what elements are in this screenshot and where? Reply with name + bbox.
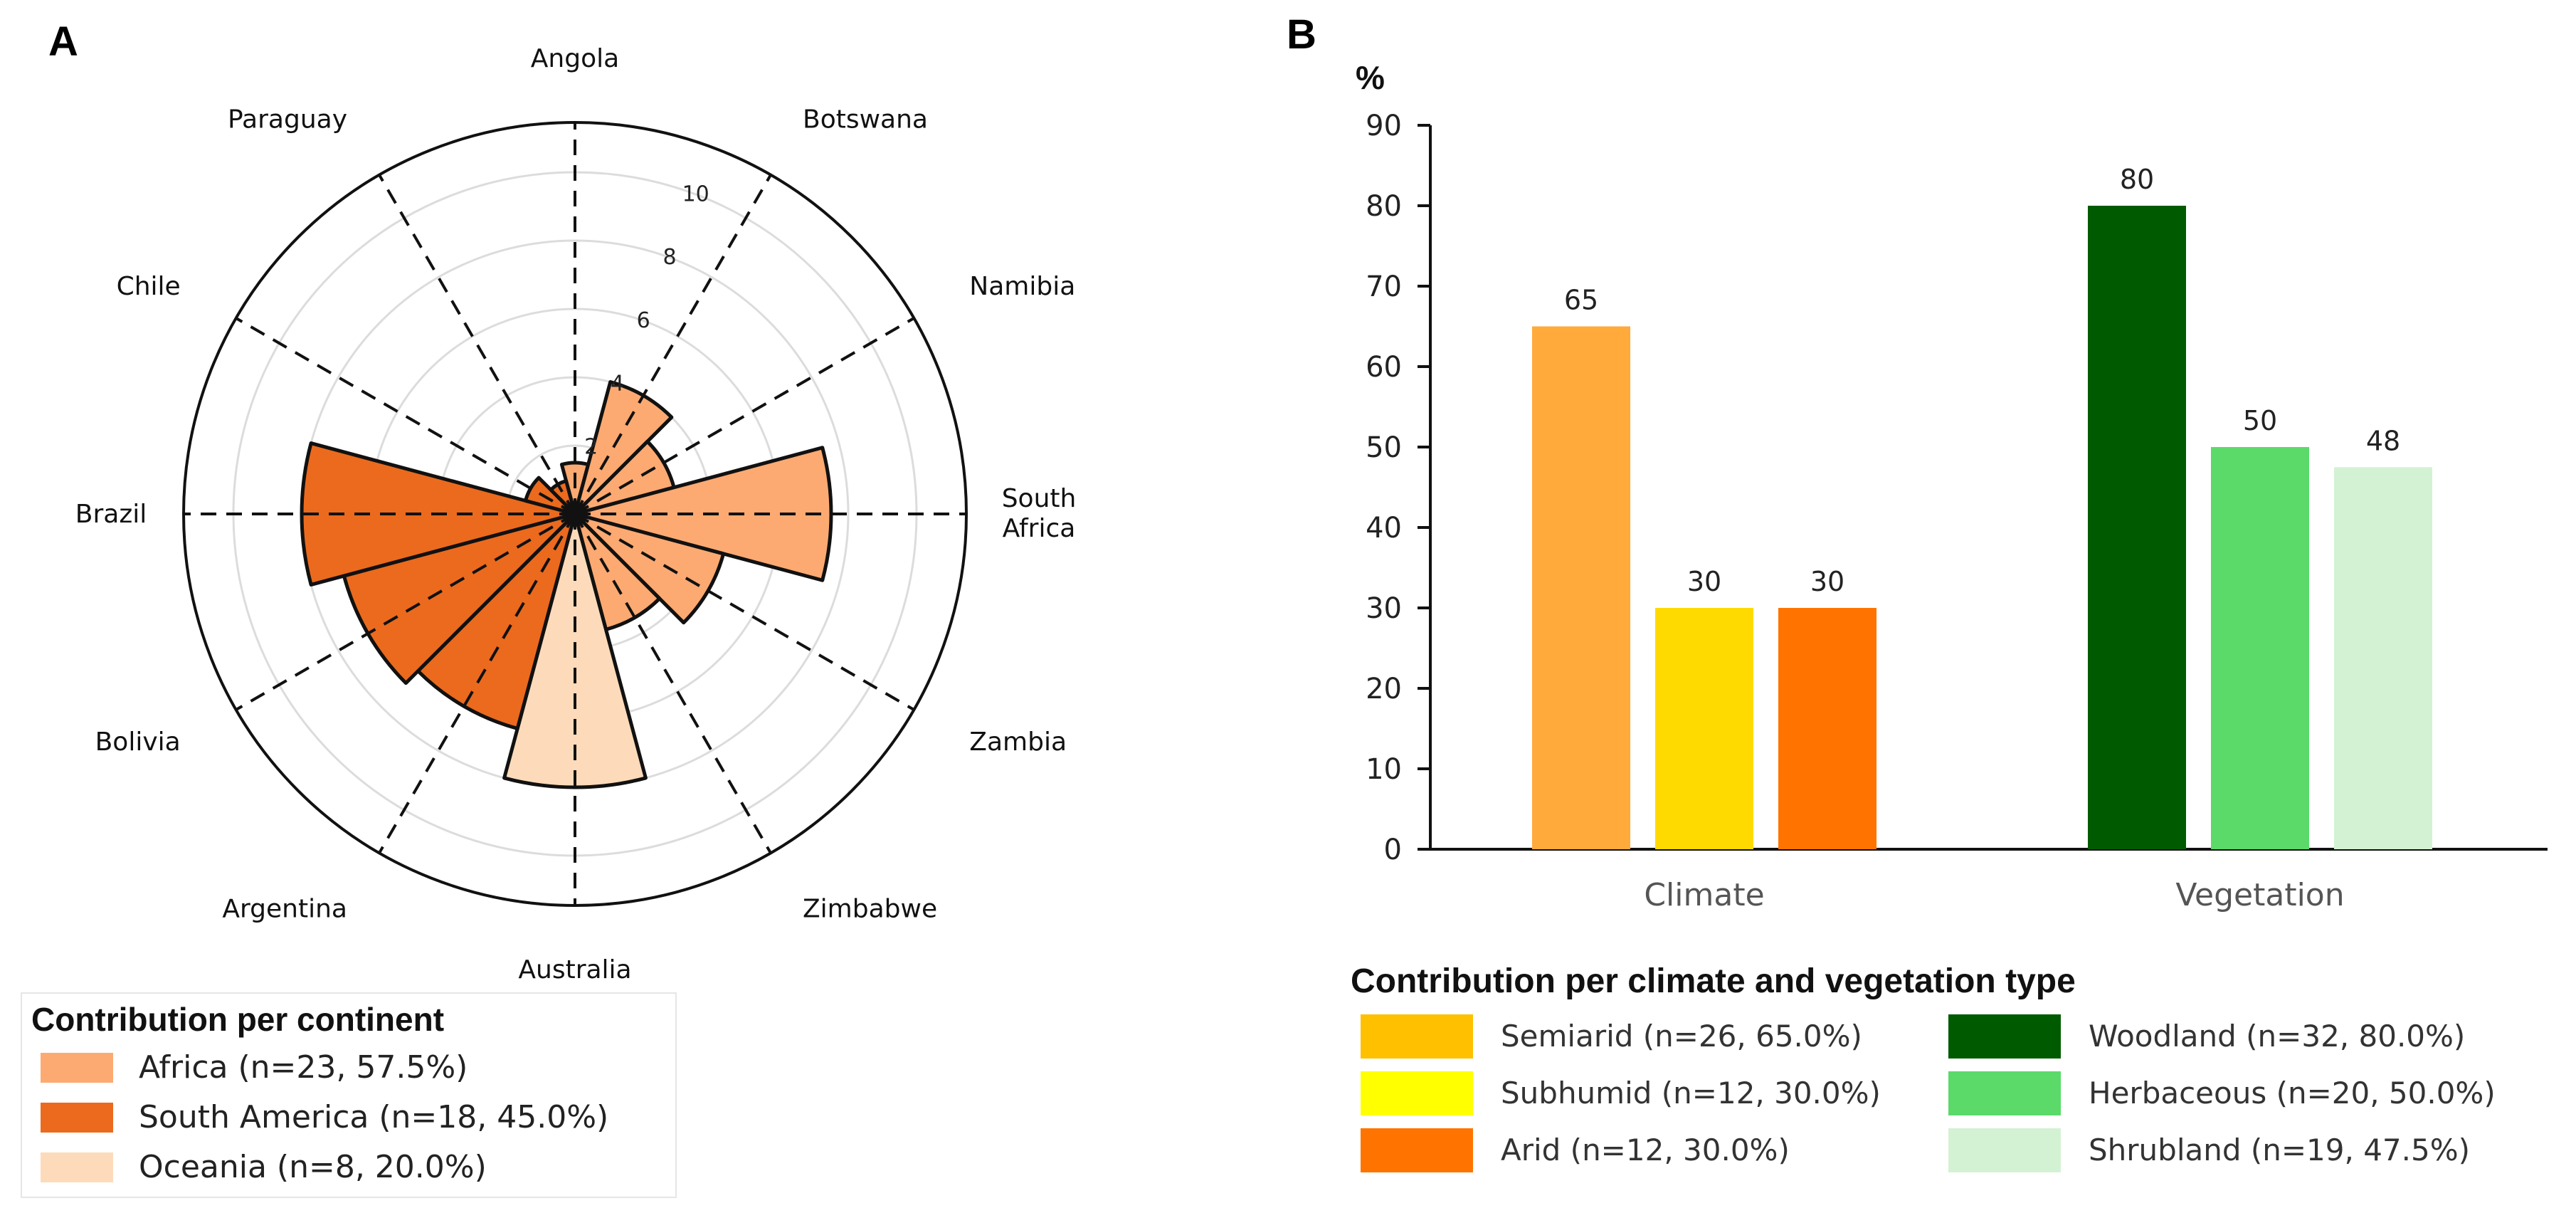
y-axis-label: % — [1356, 59, 1385, 96]
legend-b-label: Woodland (n=32, 80.0%) — [2089, 1019, 2465, 1054]
legend-a-title: Contribution per continent — [31, 1001, 444, 1038]
polar-label-south-africa: South Africa — [1002, 484, 1077, 543]
legend-a-label: Africa (n=23, 57.5%) — [139, 1049, 468, 1086]
legend-b-label: Herbaceous (n=20, 50.0%) — [2089, 1076, 2496, 1110]
y-tick-label: 40 — [1366, 512, 1402, 545]
polar-label-zambia: Zambia — [969, 728, 1067, 757]
x-category-label: Climate — [1644, 877, 1764, 913]
bar-value-label: 80 — [2120, 164, 2154, 195]
polar-spoke — [574, 513, 772, 854]
legend-b-title: Contribution per climate and vegetation … — [1351, 962, 2076, 1000]
polar-bar-argentina — [416, 512, 577, 730]
polar-spoke — [574, 317, 915, 515]
polar-label-brazil: Brazil — [75, 500, 147, 529]
legend-b-label: Arid (n=12, 30.0%) — [1501, 1133, 1790, 1167]
legend-a-frame — [21, 992, 677, 1198]
polar-spoke — [574, 174, 772, 515]
y-tick-label: 90 — [1366, 110, 1402, 142]
polar-spoke — [574, 513, 915, 711]
y-tick-label: 50 — [1366, 431, 1402, 464]
panel-label-a: A — [48, 19, 78, 65]
legend-a-swatch — [41, 1053, 113, 1083]
legend-b-swatch — [1948, 1071, 2061, 1115]
polar-label-namibia: Namibia — [969, 272, 1075, 301]
polar-center — [565, 504, 585, 524]
bar-value-label: 30 — [1687, 566, 1721, 597]
polar-rtick-label: 6 — [637, 308, 650, 333]
bar-chart-panel: % 0 10 20 30 40 50 60 70 80 90 65 30 30 Climate 80 50 48 V… — [1356, 59, 2548, 913]
legend-b-swatch — [1948, 1128, 2061, 1172]
polar-label-paraguay: Paraguay — [228, 105, 347, 135]
polar-rtick-label: 10 — [682, 182, 709, 207]
y-tick-label: 70 — [1366, 271, 1402, 303]
polar-bar-zambia — [573, 512, 726, 625]
legend-a-swatch — [41, 1152, 113, 1182]
polar-spoke — [378, 174, 576, 515]
polar-label-argentina: Argentina — [222, 894, 347, 923]
y-tick-label: 0 — [1384, 834, 1402, 866]
bar-semiarid — [1532, 326, 1630, 849]
polar-label-australia: Australia — [518, 955, 631, 984]
bar-value-label: 48 — [2366, 425, 2400, 456]
polar-label-angola: Angola — [531, 44, 619, 73]
legend-b-swatch — [1361, 1071, 1473, 1115]
polar-label-bolivia: Bolivia — [95, 728, 181, 757]
bar-arid — [1778, 608, 1876, 849]
polar-outer-circle — [182, 121, 968, 907]
legend-b-label: Shrubland (n=19, 47.5%) — [2089, 1133, 2470, 1167]
polar-rtick-label: 8 — [663, 245, 676, 270]
polar-spoke — [378, 513, 576, 854]
x-category-label: Vegetation — [2175, 877, 2344, 913]
polar-spoke — [235, 317, 576, 515]
legend-b-label: Subhumid (n=12, 30.0%) — [1501, 1076, 1881, 1110]
polar-label-chile: Chile — [117, 272, 181, 301]
polar-radial-ticks: 2 4 6 8 10 — [584, 182, 709, 460]
bar-value-label: 30 — [1810, 566, 1844, 597]
bar-woodland — [2088, 206, 2186, 849]
polar-spokes — [182, 121, 968, 907]
legend-a-label: Oceania (n=8, 20.0%) — [139, 1149, 487, 1185]
panel-label-b: B — [1287, 11, 1316, 58]
y-tick-label: 10 — [1366, 753, 1402, 786]
polar-spoke — [235, 513, 576, 711]
bar-shrubland — [2334, 467, 2432, 849]
polar-chart-panel: 2 4 6 8 10 Angola Botswana Namibia South Africa Z… — [75, 44, 1077, 984]
y-tick-label: 20 — [1366, 673, 1402, 705]
polar-label-zimbabwe: Zimbabwe — [803, 894, 937, 923]
bar-herbaceous — [2211, 447, 2309, 849]
polar-category-labels: Angola Botswana Namibia South Africa Zambia Zi… — [75, 44, 1077, 984]
y-tick-label: 30 — [1366, 592, 1402, 625]
legend-a-swatch — [41, 1103, 113, 1133]
bar-subhumid — [1655, 608, 1753, 849]
legend-a-label: South America (n=18, 45.0%) — [139, 1099, 608, 1135]
bar-value-label: 50 — [2243, 405, 2277, 436]
legend-b-swatch — [1948, 1014, 2061, 1059]
polar-rtick-label: 2 — [584, 434, 598, 459]
legend-b-swatch — [1361, 1014, 1473, 1059]
continent-legend: Contribution per continent Africa (n=23, … — [21, 992, 677, 1198]
legend-b-swatch — [1361, 1128, 1473, 1172]
climate-vegetation-legend: Contribution per climate and vegetation … — [1351, 962, 2496, 1172]
polar-rtick-label: 4 — [611, 372, 624, 396]
bar-value-label: 65 — [1564, 285, 1598, 316]
y-tick-label: 60 — [1366, 351, 1402, 384]
y-tick-label: 80 — [1366, 190, 1402, 223]
polar-label-botswana: Botswana — [803, 105, 928, 135]
legend-b-label: Semiarid (n=26, 65.0%) — [1501, 1019, 1862, 1054]
polar-bar-chile — [524, 476, 577, 516]
polar-bar-south-africa — [573, 446, 833, 582]
polar-bars — [300, 380, 833, 789]
